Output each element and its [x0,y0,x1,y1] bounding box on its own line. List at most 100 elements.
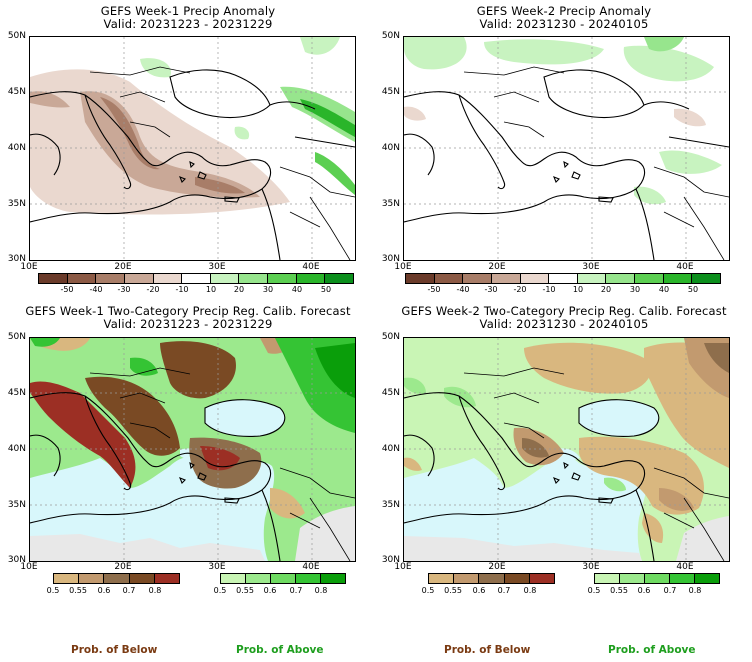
lat-label: 35N [7,500,26,510]
colorbar-tick: 40 [291,285,303,294]
map-week1-anomaly [29,36,356,261]
legend-above-label-right: Prob. of Above [608,644,696,656]
lon-label: 20E [488,562,506,572]
colorbar-tick: 40 [658,285,670,294]
legend-above-label-left: Prob. of Above [236,644,324,656]
lat-label: 50N [7,31,26,41]
lon-label: 20E [488,262,506,272]
colorbar-tick: 0.6 [472,586,486,595]
panel-week1-anomaly: GEFS Week-1 Precip Anomaly Valid: 202312… [0,0,376,300]
colorbar-tick: 0.7 [497,586,511,595]
colorbar-tick: 0.55 [236,586,254,595]
colorbar-tick: 0.6 [637,586,651,595]
colorbar-tick: 0.5 [587,586,601,595]
lat-label: 30N [7,254,26,264]
lon-label: 10E [20,562,38,572]
colorbar-tick: -40 [89,285,103,294]
panel-week2-anomaly: GEFS Week-2 Precip Anomaly Valid: 202312… [376,0,752,300]
lat-label: 45N [7,87,26,97]
lat-label: 35N [7,199,26,209]
colorbar-tick: -10 [542,285,556,294]
lon-label: 30E [582,262,600,272]
colorbar-tick: -20 [146,285,160,294]
lat-label: 50N [381,332,400,342]
lat-label: 35N [381,199,400,209]
lat-label: 40N [7,143,26,153]
lat-label: 45N [381,87,400,97]
map-week1-two-category [29,337,356,562]
below-colorbar [428,573,555,584]
lon-label: 20E [114,562,132,572]
colorbar-tick: 0.55 [69,586,87,595]
lon-label: 40E [302,262,320,272]
colorbar-tick: -30 [484,285,498,294]
colorbar-tick: 0.8 [688,586,702,595]
colorbar-tick: 10 [205,285,217,294]
legend-below-label-left: Prob. of Below [71,644,158,656]
colorbar-tick: 0.5 [421,586,435,595]
lat-label: 30N [381,555,400,565]
colorbar-tick: 0.8 [148,586,162,595]
panel-valid-range: Valid: 20231230 - 20240105 [479,17,649,31]
lat-label: 40N [381,143,400,153]
lon-label: 40E [676,562,694,572]
lat-label: 40N [7,444,26,454]
lat-label: 30N [7,555,26,565]
panel-week1-two-category: GEFS Week-1 Two-Category Precip Reg. Cal… [0,300,376,600]
lon-label: 30E [208,262,226,272]
panel-title: GEFS Week-2 Precip Anomaly [476,4,652,18]
panel-title: GEFS Week-1 Precip Anomaly [100,4,276,18]
panel-valid-range: Valid: 20231223 - 20231229 [103,317,273,331]
colorbar-tick: -40 [456,285,470,294]
lat-label: 40N [381,444,400,454]
panel-valid-range: Valid: 20231230 - 20240105 [479,317,649,331]
colorbar-tick: 0.8 [314,586,328,595]
lon-label: 30E [208,562,226,572]
lon-label: 10E [20,262,38,272]
map-week2-two-category [403,337,730,562]
colorbar-tick: 0.8 [523,586,537,595]
anomaly-colorbar [38,273,354,284]
anomaly-colorbar [405,273,721,284]
lat-label: 30N [381,254,400,264]
colorbar-tick: 0.5 [213,586,227,595]
lat-label: 45N [7,388,26,398]
colorbar-tick: -30 [117,285,131,294]
above-colorbar [220,573,346,584]
colorbar-tick: -50 [427,285,441,294]
colorbar-tick: 20 [233,285,245,294]
colorbar-tick: -50 [60,285,74,294]
lat-label: 50N [381,31,400,41]
colorbar-tick: -20 [513,285,527,294]
lon-label: 30E [582,562,600,572]
panel-title: GEFS Week-2 Two-Category Precip Reg. Cal… [401,304,727,318]
legend-below-label-right: Prob. of Below [444,644,531,656]
lat-label: 50N [7,332,26,342]
colorbar-tick: 0.7 [122,586,136,595]
map-week2-anomaly [403,36,730,261]
colorbar-tick: 0.55 [610,586,628,595]
colorbar-tick: 50 [687,285,699,294]
lon-label: 10E [394,262,412,272]
colorbar-tick: 30 [629,285,641,294]
colorbar-tick: 0.7 [663,586,677,595]
lon-label: 40E [676,262,694,272]
colorbar-tick: 0.6 [97,586,111,595]
colorbar-tick: 0.7 [289,586,303,595]
colorbar-tick: -10 [175,285,189,294]
panel-valid-range: Valid: 20231223 - 20231229 [103,17,273,31]
lon-label: 10E [394,562,412,572]
above-colorbar [594,573,720,584]
panel-title: GEFS Week-1 Two-Category Precip Reg. Cal… [25,304,351,318]
colorbar-tick: 20 [600,285,612,294]
colorbar-tick: 0.5 [46,586,60,595]
lon-label: 40E [302,562,320,572]
colorbar-tick: 50 [320,285,332,294]
lon-label: 20E [114,262,132,272]
panel-week2-two-category: GEFS Week-2 Two-Category Precip Reg. Cal… [376,300,752,600]
colorbar-tick: 30 [262,285,274,294]
colorbar-tick: 0.55 [444,586,462,595]
colorbar-tick: 10 [572,285,584,294]
colorbar-tick: 0.6 [263,586,277,595]
lat-label: 45N [381,388,400,398]
